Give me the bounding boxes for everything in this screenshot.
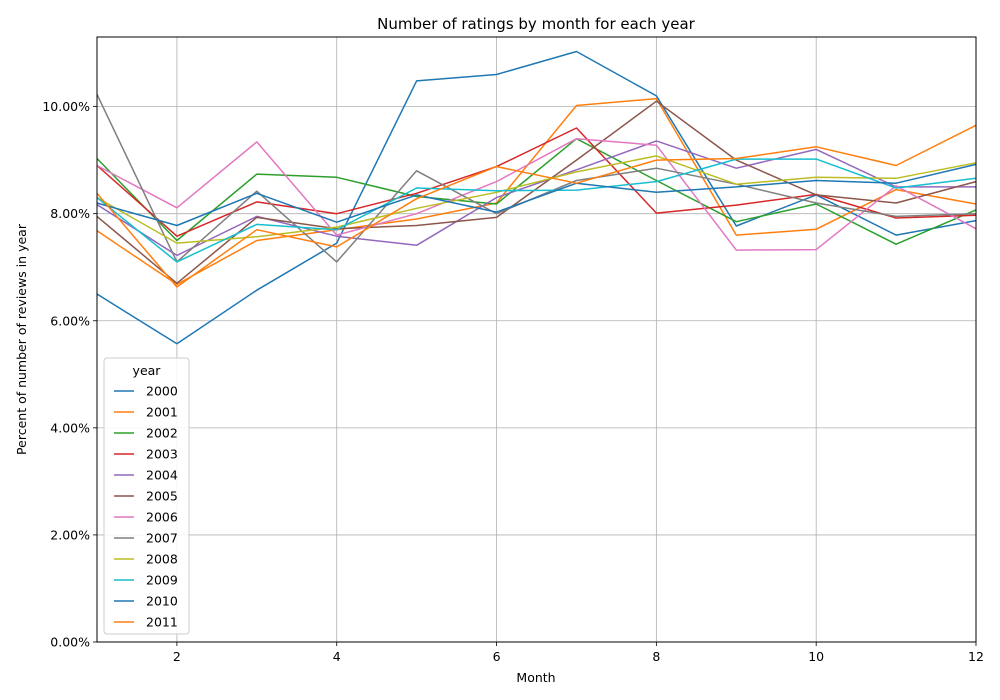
legend-box <box>103 357 190 635</box>
y-tick-label: 4.00% <box>50 420 90 435</box>
legend-label-2006: 2006 <box>146 510 178 525</box>
legend-items: 2000 2001 2002 2003 2004 2005 2006 2007 2008 2009… <box>114 384 178 630</box>
series-line-2004 <box>96 140 976 257</box>
series-line-2009 <box>96 158 977 263</box>
plot-frame <box>96 36 977 643</box>
series-line-2008 <box>96 155 977 244</box>
x-tick-label: 12 <box>968 649 984 664</box>
legend-label-2010: 2010 <box>146 594 178 609</box>
legend-label-2008: 2008 <box>146 552 178 567</box>
series-line-2006 <box>96 137 977 251</box>
x-tick-label: 6 <box>493 649 501 664</box>
y-tick-label: 10.00% <box>42 99 90 114</box>
x-tick-label: 4 <box>333 649 341 664</box>
legend-label-2002: 2002 <box>146 426 178 441</box>
legend-label-2007: 2007 <box>146 531 178 546</box>
x-tick-label: 8 <box>652 649 660 664</box>
y-tick-label: 0.00% <box>50 635 90 650</box>
y-tick-label: 2.00% <box>50 527 90 542</box>
legend-label-2001: 2001 <box>146 405 178 420</box>
x-tick-label: 10 <box>808 649 824 664</box>
y-tick-label: 8.00% <box>50 206 90 221</box>
legend-label-2000: 2000 <box>146 384 178 399</box>
series-line-2005 <box>96 100 977 285</box>
series-line-2001 <box>96 97 977 286</box>
series-line-2002 <box>96 137 977 245</box>
legend-label-2011: 2011 <box>146 615 178 630</box>
legend-label-2003: 2003 <box>146 447 178 462</box>
y-tick-label: 6.00% <box>50 313 90 328</box>
chart-title: Number of ratings by month for each year <box>377 15 696 33</box>
series-line-2003 <box>96 127 977 237</box>
y-axis-label: Percent of number of reviews in year <box>14 223 29 455</box>
x-axis: 2 4 6 8 10 12 <box>173 642 984 664</box>
series-line-2011 <box>96 124 977 288</box>
series-layer <box>96 50 977 345</box>
x-axis-label: Month <box>516 670 555 685</box>
series-line-2010 <box>96 163 977 227</box>
legend-label-2009: 2009 <box>146 573 178 588</box>
legend-label-2005: 2005 <box>146 489 178 504</box>
legend: year 20002001200220032004200520062007200… <box>103 357 190 635</box>
x-tick-label: 2 <box>173 649 181 664</box>
legend-title: year <box>133 363 162 378</box>
legend-label-2004: 2004 <box>146 468 178 483</box>
y-axis: 0.00% 2.00% 4.00% 6.00% 8.00% 10.00% <box>42 99 97 650</box>
series-line-2000 <box>96 50 977 345</box>
grid <box>97 37 977 643</box>
